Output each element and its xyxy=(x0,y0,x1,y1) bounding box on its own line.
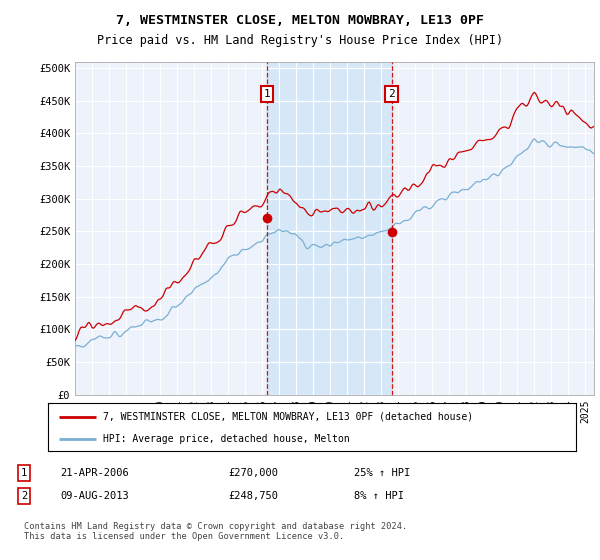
Text: £270,000: £270,000 xyxy=(228,468,278,478)
Text: 1: 1 xyxy=(264,89,271,99)
Text: 7, WESTMINSTER CLOSE, MELTON MOWBRAY, LE13 0PF: 7, WESTMINSTER CLOSE, MELTON MOWBRAY, LE… xyxy=(116,14,484,27)
Text: 8% ↑ HPI: 8% ↑ HPI xyxy=(354,491,404,501)
Text: 2: 2 xyxy=(21,491,27,501)
Bar xyxy=(267,62,392,395)
Text: 21-APR-2006: 21-APR-2006 xyxy=(60,468,129,478)
Text: Price paid vs. HM Land Registry's House Price Index (HPI): Price paid vs. HM Land Registry's House … xyxy=(97,34,503,46)
Text: 09-AUG-2013: 09-AUG-2013 xyxy=(60,491,129,501)
Text: 7, WESTMINSTER CLOSE, MELTON MOWBRAY, LE13 0PF (detached house): 7, WESTMINSTER CLOSE, MELTON MOWBRAY, LE… xyxy=(103,412,473,422)
Text: 2: 2 xyxy=(388,89,395,99)
Text: HPI: Average price, detached house, Melton: HPI: Average price, detached house, Melt… xyxy=(103,434,350,444)
Text: 25% ↑ HPI: 25% ↑ HPI xyxy=(354,468,410,478)
Text: Contains HM Land Registry data © Crown copyright and database right 2024.
This d: Contains HM Land Registry data © Crown c… xyxy=(24,522,407,542)
Text: £248,750: £248,750 xyxy=(228,491,278,501)
Text: 1: 1 xyxy=(21,468,27,478)
